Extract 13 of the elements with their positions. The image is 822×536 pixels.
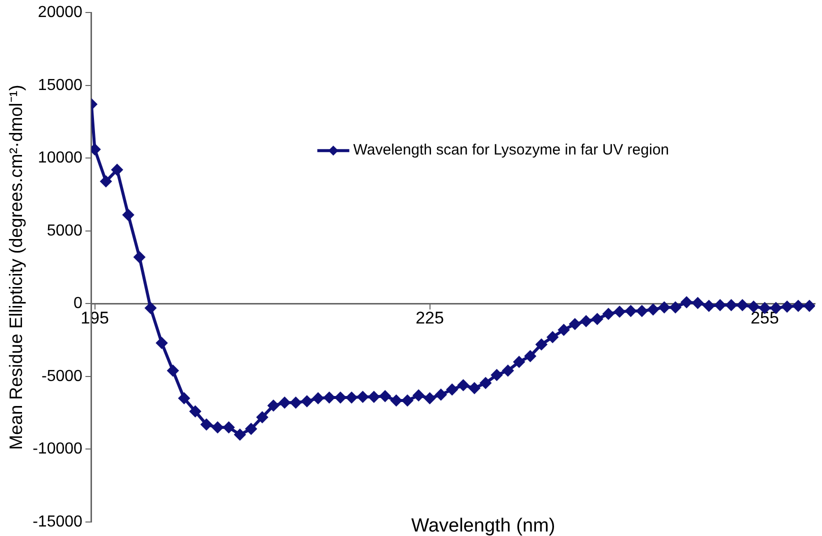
legend-label: Wavelength scan for Lysozyme in far UV region [353,142,670,159]
y-axis-title: Mean Residue Ellipticity (degrees.cm²·dmol⁻¹) [6,84,26,450]
x-tick-label: 255 [750,308,779,328]
y-tick-label: 5000 [46,222,83,240]
x-tick-label: 225 [416,308,444,328]
x-axis-title: Wavelength (nm) [411,516,556,536]
y-tick-label: -5000 [42,368,83,385]
y-tick-label: 15000 [38,76,83,94]
y-tick-label: -10000 [32,440,83,458]
y-tick-label: -15000 [32,513,83,530]
y-tick-label: 0 [74,295,83,312]
y-tick-label: 20000 [38,4,83,22]
y-tick-label: 10000 [38,150,83,167]
